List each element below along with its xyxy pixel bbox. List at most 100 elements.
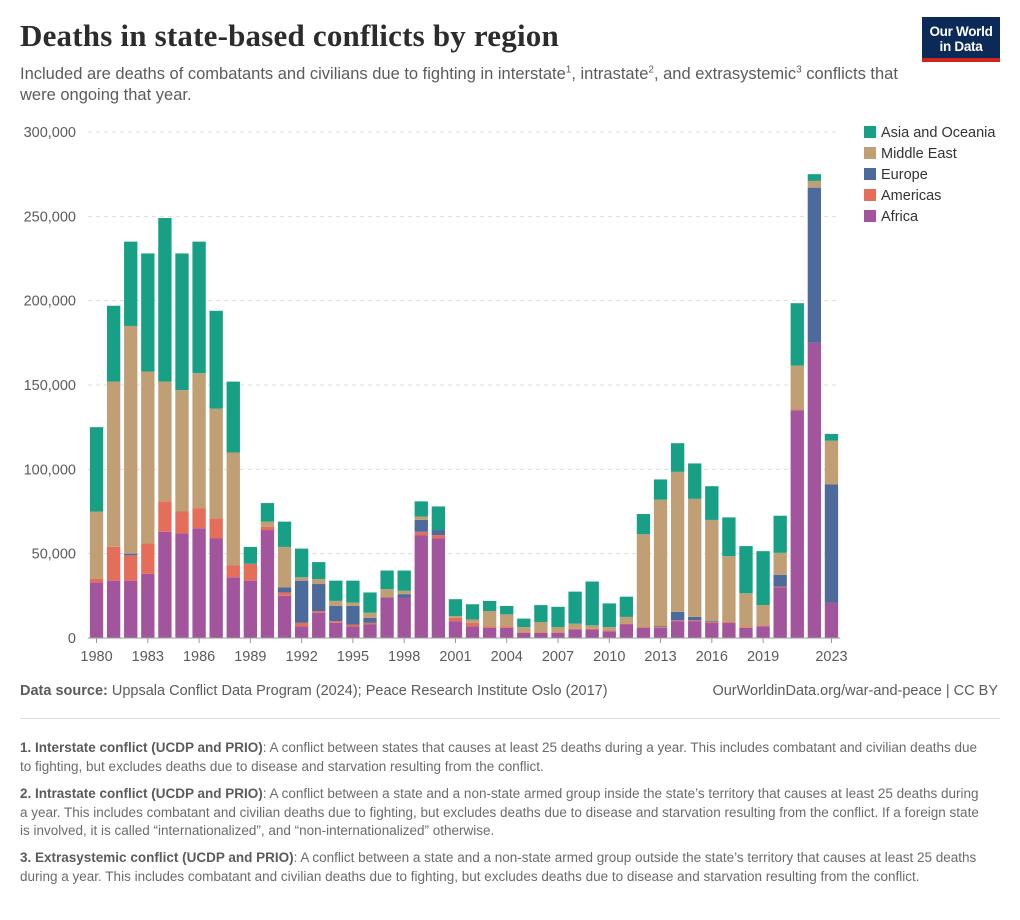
bar-segment-middle-east[interactable] [774, 553, 787, 575]
bar-segment-middle-east[interactable] [500, 614, 513, 626]
bar-segment-asia-and-oceania[interactable] [312, 562, 325, 579]
bar-segment-europe[interactable] [363, 618, 376, 623]
bar-segment-africa[interactable] [774, 587, 787, 638]
bar-segment-middle-east[interactable] [466, 619, 479, 622]
bar-segment-middle-east[interactable] [808, 181, 821, 188]
bar-segment-asia-and-oceania[interactable] [739, 546, 752, 593]
bar-segment-africa[interactable] [654, 628, 667, 638]
bar-segment-africa[interactable] [312, 613, 325, 638]
bar-segment-asia-and-oceania[interactable] [688, 463, 701, 498]
bar-segment-africa[interactable] [808, 343, 821, 638]
bar-segment-africa[interactable] [671, 621, 684, 638]
bar-segment-americas[interactable] [415, 532, 428, 535]
bar-segment-middle-east[interactable] [791, 366, 804, 410]
bar-segment-asia-and-oceania[interactable] [415, 501, 428, 516]
bar-segment-europe[interactable] [825, 485, 838, 603]
bar-segment-middle-east[interactable] [671, 472, 684, 612]
bar-stack-1984[interactable] [158, 218, 171, 638]
bar-segment-middle-east[interactable] [346, 603, 359, 606]
legend-item-europe[interactable]: Europe [864, 167, 928, 183]
bar-segment-middle-east[interactable] [295, 577, 308, 580]
bar-segment-middle-east[interactable] [107, 382, 120, 547]
bar-segment-middle-east[interactable] [363, 613, 376, 618]
bar-segment-europe[interactable] [124, 554, 137, 556]
bar-segment-africa[interactable] [466, 626, 479, 638]
bar-segment-middle-east[interactable] [483, 611, 496, 626]
bar-segment-middle-east[interactable] [722, 556, 735, 622]
bar-segment-middle-east[interactable] [90, 512, 103, 579]
bar-stack-1982[interactable] [124, 242, 137, 638]
source-link[interactable]: OurWorldinData.org/war-and-peace | CC BY [712, 683, 998, 699]
bar-segment-europe[interactable] [415, 520, 428, 532]
bar-segment-americas[interactable] [141, 544, 154, 574]
bar-stack-1989[interactable] [244, 547, 257, 638]
bar-segment-europe[interactable] [329, 606, 342, 621]
bar-segment-americas[interactable] [705, 622, 718, 623]
bar-segment-africa[interactable] [329, 623, 342, 638]
bar-segment-americas[interactable] [586, 629, 599, 630]
bar-segment-americas[interactable] [107, 547, 120, 581]
bar-segment-middle-east[interactable] [568, 624, 581, 629]
bar-segment-americas[interactable] [551, 632, 564, 633]
bar-segment-americas[interactable] [637, 627, 650, 628]
bar-segment-africa[interactable] [363, 625, 376, 638]
bar-segment-europe[interactable] [688, 617, 701, 620]
bar-segment-americas[interactable] [227, 565, 240, 577]
bar-segment-asia-and-oceania[interactable] [791, 303, 804, 365]
bar-segment-americas[interactable] [432, 535, 445, 538]
bar-segment-europe[interactable] [808, 188, 821, 343]
bar-stack-2021[interactable] [791, 303, 804, 638]
bar-stack-2017[interactable] [722, 517, 735, 638]
bar-segment-africa[interactable] [483, 628, 496, 638]
bar-segment-middle-east[interactable] [278, 547, 291, 587]
bar-segment-africa[interactable] [380, 598, 393, 638]
bar-segment-asia-and-oceania[interactable] [620, 597, 633, 617]
bar-segment-asia-and-oceania[interactable] [398, 571, 411, 591]
bar-stack-2019[interactable] [756, 551, 769, 638]
bar-segment-americas[interactable] [90, 579, 103, 582]
bar-segment-americas[interactable] [244, 564, 257, 581]
bar-segment-americas[interactable] [739, 627, 752, 628]
bar-segment-europe[interactable] [705, 621, 718, 622]
bar-segment-africa[interactable] [346, 626, 359, 638]
bar-stack-1988[interactable] [227, 382, 240, 638]
bar-segment-middle-east[interactable] [227, 452, 240, 565]
bar-segment-americas[interactable] [603, 630, 616, 631]
bar-segment-africa[interactable] [124, 581, 137, 638]
bar-stack-1995[interactable] [346, 581, 359, 638]
bar-segment-asia-and-oceania[interactable] [654, 479, 667, 499]
bar-segment-asia-and-oceania[interactable] [210, 311, 223, 409]
bar-segment-africa[interactable] [620, 625, 633, 638]
bar-stack-1997[interactable] [380, 571, 393, 638]
bar-segment-africa[interactable] [756, 626, 769, 638]
bar-stack-2011[interactable] [620, 597, 633, 638]
bar-segment-africa[interactable] [568, 630, 581, 638]
bar-stack-1983[interactable] [141, 253, 154, 638]
bar-segment-middle-east[interactable] [825, 441, 838, 485]
bar-segment-americas[interactable] [312, 611, 325, 613]
bar-segment-africa[interactable] [432, 538, 445, 638]
bar-segment-asia-and-oceania[interactable] [244, 547, 257, 564]
bar-segment-asia-and-oceania[interactable] [363, 592, 376, 612]
bar-segment-americas[interactable] [756, 625, 769, 626]
bar-segment-europe[interactable] [432, 530, 445, 535]
bar-segment-africa[interactable] [791, 410, 804, 638]
bar-stack-1996[interactable] [363, 592, 376, 638]
bar-stack-2000[interactable] [432, 506, 445, 638]
bar-segment-americas[interactable] [363, 623, 376, 625]
bar-segment-africa[interactable] [586, 630, 599, 638]
bar-segment-africa[interactable] [261, 530, 274, 638]
bar-segment-asia-and-oceania[interactable] [774, 516, 787, 553]
bar-segment-americas[interactable] [568, 629, 581, 630]
bar-segment-americas[interactable] [671, 620, 684, 621]
bar-segment-africa[interactable] [739, 628, 752, 638]
bar-stack-2023[interactable] [825, 434, 838, 638]
bar-segment-africa[interactable] [500, 628, 513, 638]
bar-stack-2006[interactable] [534, 605, 547, 638]
bar-segment-africa[interactable] [227, 577, 240, 638]
bar-segment-europe[interactable] [295, 581, 308, 623]
bar-stack-2008[interactable] [568, 592, 581, 638]
bar-segment-asia-and-oceania[interactable] [449, 599, 462, 616]
bar-segment-americas[interactable] [261, 527, 274, 530]
bar-stack-2022[interactable] [808, 174, 821, 638]
